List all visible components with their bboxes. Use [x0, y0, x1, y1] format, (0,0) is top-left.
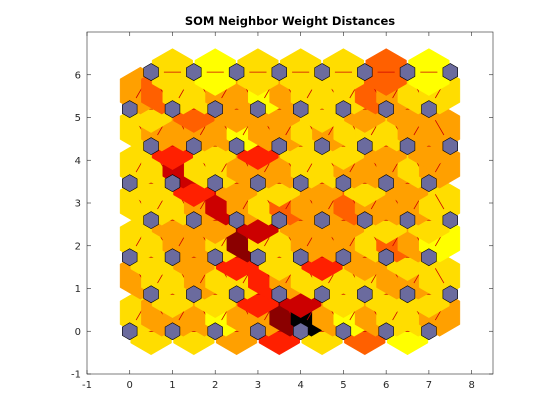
neuron-hexagon: [335, 322, 352, 341]
neuron-hexagon: [421, 248, 437, 267]
neuron-hexagon: [399, 137, 416, 156]
neuron-hexagon: [164, 174, 181, 193]
neuron-hexagon: [442, 211, 459, 230]
x-tick-label: 3: [255, 380, 261, 391]
neuron-hexagon: [314, 63, 330, 81]
neuron-hexagon: [357, 211, 373, 230]
y-tick-label: 2: [75, 241, 81, 252]
neuron-hexagon: [442, 63, 459, 81]
neuron-hexagon: [143, 285, 159, 304]
neuron-hexagon: [250, 248, 266, 267]
x-tick-label: 0: [127, 380, 133, 391]
neuron-hexagon: [228, 63, 245, 81]
neuron-hexagon: [271, 285, 288, 304]
y-tick-label: 1: [75, 284, 81, 295]
y-tick-label: 0: [75, 327, 81, 338]
neuron-hexagon: [421, 174, 437, 193]
neuron-hexagon: [122, 322, 138, 341]
neurons-layer: [122, 63, 459, 341]
neuron-hexagon: [122, 100, 138, 119]
chart-title: SOM Neighbor Weight Distances: [185, 14, 395, 28]
x-tick-label: 7: [426, 380, 432, 391]
neuron-hexagon: [335, 174, 352, 193]
neuron-hexagon: [143, 63, 159, 81]
x-tick-label: 1: [169, 380, 175, 391]
neuron-hexagon: [292, 248, 309, 267]
y-tick-label: 6: [75, 70, 81, 81]
neuron-hexagon: [378, 100, 394, 119]
neuron-hexagon: [250, 100, 266, 119]
neuron-hexagon: [122, 174, 138, 193]
neuron-hexagon: [314, 137, 330, 156]
neuron-hexagon: [335, 248, 352, 267]
neuron-hexagon: [186, 211, 202, 230]
neuron-hexagon: [314, 285, 330, 304]
neuron-hexagon: [143, 211, 159, 230]
neuron-hexagon: [399, 211, 416, 230]
neuron-hexagon: [164, 100, 181, 119]
neuron-hexagon: [271, 63, 288, 81]
neighbor-line: [434, 119, 445, 136]
x-tick-label: 2: [212, 380, 218, 391]
x-tick-label: 5: [340, 380, 346, 391]
neuron-hexagon: [357, 137, 373, 156]
y-tick-label: 5: [75, 113, 81, 124]
neuron-hexagon: [186, 137, 202, 156]
neuron-hexagon: [164, 248, 181, 267]
neuron-hexagon: [122, 248, 138, 267]
neuron-hexagon: [250, 322, 266, 341]
neuron-hexagon: [271, 137, 288, 156]
neuron-hexagon: [228, 211, 245, 230]
neuron-hexagon: [228, 137, 245, 156]
x-tick-label: 6: [383, 380, 389, 391]
neuron-hexagon: [207, 248, 223, 267]
neighbor-line: [434, 268, 445, 284]
y-tick-label: -1: [71, 370, 81, 381]
neighbor-line: [434, 194, 445, 210]
x-tick-label: -1: [82, 380, 92, 391]
neuron-hexagon: [421, 322, 437, 341]
neuron-hexagon: [164, 322, 181, 341]
neuron-hexagon: [378, 322, 394, 341]
neuron-hexagon: [186, 63, 202, 81]
neuron-hexagon: [207, 322, 223, 341]
neuron-hexagon: [292, 174, 309, 193]
neuron-hexagon: [442, 285, 459, 304]
neuron-hexagon: [399, 285, 416, 304]
neuron-hexagon: [292, 100, 309, 119]
x-tick-label: 4: [297, 380, 303, 391]
y-tick-label: 4: [75, 156, 81, 167]
patches-layer: [119, 48, 461, 356]
neuron-hexagon: [378, 248, 394, 267]
neuron-hexagon: [250, 174, 266, 193]
neuron-hexagon: [207, 100, 223, 119]
x-tick-label: 8: [468, 380, 474, 391]
neuron-hexagon: [335, 100, 352, 119]
neuron-hexagon: [421, 100, 437, 119]
neuron-hexagon: [271, 211, 288, 230]
axes-ticks: -1 0 1 2 3 4 5 6 7 8 -1 0 1 2 3 4 5 6: [71, 32, 493, 391]
neuron-hexagon: [207, 174, 223, 193]
neuron-hexagon: [399, 63, 416, 81]
neuron-hexagon: [378, 174, 394, 193]
neuron-hexagon: [442, 137, 459, 156]
neuron-hexagon: [357, 63, 373, 81]
neuron-hexagon: [143, 137, 159, 156]
neuron-hexagon: [186, 285, 202, 304]
neuron-hexagon: [292, 322, 309, 341]
y-tick-label: 3: [75, 199, 81, 210]
neuron-hexagon: [228, 285, 245, 304]
neuron-hexagon: [357, 285, 373, 304]
neuron-hexagon: [314, 211, 330, 230]
